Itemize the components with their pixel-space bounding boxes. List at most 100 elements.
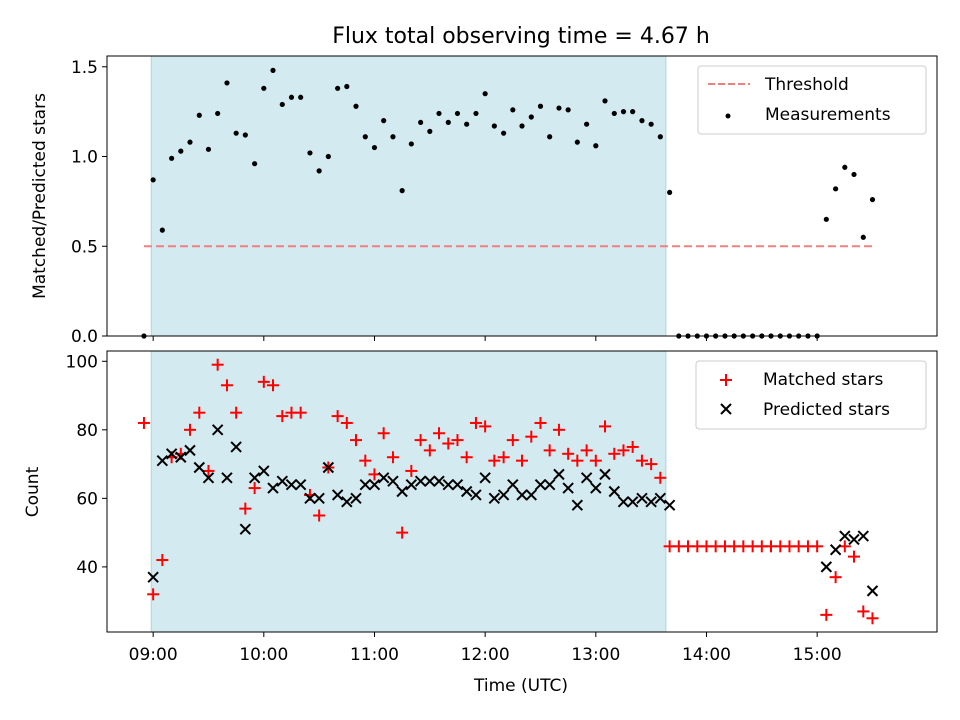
matched-star-point xyxy=(220,379,233,392)
predicted-star-point xyxy=(590,482,602,494)
matched-star-point xyxy=(202,464,215,477)
matched-star-point xyxy=(211,358,224,371)
measurement-point xyxy=(445,119,451,126)
measurement-point xyxy=(270,67,276,73)
x-tick-label: 13:00 xyxy=(571,645,620,665)
matched-star-point xyxy=(442,437,455,450)
matched-star-point xyxy=(313,509,326,522)
matched-star-point xyxy=(230,406,243,419)
predicted-star-point xyxy=(654,492,667,505)
matched-star-point xyxy=(350,434,362,447)
measurement-point xyxy=(307,150,313,156)
legend-matched-swatch xyxy=(720,374,732,386)
matched-star-point xyxy=(368,468,381,481)
predicted-star-point xyxy=(516,489,528,501)
measurement-point xyxy=(556,105,562,111)
measurement-point xyxy=(639,118,645,124)
matched-star-point xyxy=(460,451,473,464)
measurement-point xyxy=(353,103,359,109)
matched-star-point xyxy=(340,416,353,429)
predicted-star-point xyxy=(543,478,556,491)
matched-star-point xyxy=(562,447,575,460)
predicted-star-point xyxy=(147,571,159,583)
measurement-point xyxy=(593,143,599,149)
matched-star-point xyxy=(497,451,510,464)
measurement-point xyxy=(261,85,267,91)
measurement-point xyxy=(242,132,248,138)
measurement-point xyxy=(159,227,165,233)
x-tick-label: 15:00 xyxy=(793,645,842,665)
predicted-star-point xyxy=(497,489,510,501)
predicted-star-point xyxy=(857,530,870,542)
measurement-point xyxy=(528,114,534,120)
measurement-point xyxy=(611,110,617,117)
measurement-point xyxy=(833,186,839,192)
measurement-point xyxy=(390,134,396,140)
measurement-point xyxy=(150,177,156,183)
predicted-star-point xyxy=(304,492,316,505)
measurement-point xyxy=(860,234,866,240)
matched-star-point xyxy=(820,608,833,621)
measurement-point xyxy=(842,164,848,170)
predicted-star-point xyxy=(350,492,362,505)
matched-star-point xyxy=(848,550,860,563)
predicted-star-point xyxy=(267,482,279,494)
matched-star-point xyxy=(635,454,648,467)
matched-star-point xyxy=(617,444,630,457)
measurement-point xyxy=(427,128,433,134)
predicted-star-point xyxy=(534,478,547,491)
measurement-point xyxy=(565,107,571,113)
bottom-y-ticks: 40 60 80 100 xyxy=(66,352,107,578)
predicted-star-point xyxy=(184,444,196,457)
measurement-point xyxy=(501,130,507,136)
predicted-star-point xyxy=(211,424,224,436)
bottom-observing-span xyxy=(150,351,667,632)
x-tick-label: 12:00 xyxy=(461,645,510,665)
measurement-point xyxy=(482,91,488,97)
matched-star-point xyxy=(589,454,602,467)
top-legend: Threshold Measurements xyxy=(697,65,927,135)
predicted-star-point xyxy=(258,465,270,477)
predicted-star-point xyxy=(193,461,206,474)
matched-star-point xyxy=(267,379,279,392)
matched-star-point xyxy=(331,410,344,423)
matched-star-point xyxy=(248,482,261,495)
bottom-legend-box xyxy=(695,360,927,430)
predicted-star-point xyxy=(341,496,353,508)
predicted-star-point xyxy=(165,448,178,460)
predicted-star-point xyxy=(202,472,215,484)
measurement-point xyxy=(279,101,285,108)
predicted-star-point xyxy=(387,475,399,487)
predicted-star-point xyxy=(442,478,455,491)
measurement-point xyxy=(574,139,580,145)
matched-star-point xyxy=(571,454,584,467)
matched-star-point xyxy=(488,454,501,467)
matched-star-point xyxy=(608,447,621,460)
matched-star-point xyxy=(414,434,427,447)
predicted-star-point xyxy=(470,489,482,501)
top-panel: Flux total observing time = 4.67 h Match… xyxy=(30,24,938,347)
x-axis-label: Time (UTC) xyxy=(473,676,568,696)
measurement-point xyxy=(178,148,184,154)
predicted-star-point xyxy=(248,472,261,484)
matched-star-point xyxy=(866,612,879,625)
measurement-point xyxy=(519,123,525,129)
matched-star-point xyxy=(377,427,390,440)
chart-title: Flux total observing time = 4.67 h xyxy=(332,24,710,49)
legend-predicted-swatch xyxy=(720,403,732,415)
top-axes-frame xyxy=(106,55,938,337)
y-tick-label: 80 xyxy=(76,421,98,441)
legend-measurements-swatch xyxy=(725,113,731,119)
measurement-point xyxy=(510,107,516,113)
matched-star-point xyxy=(599,420,611,433)
matched-star-point xyxy=(479,420,492,433)
predicted-star-point xyxy=(553,468,565,481)
measurement-point xyxy=(344,83,350,90)
y-tick-label: 100 xyxy=(66,352,98,372)
predicted-star-point xyxy=(230,441,242,453)
predicted-star-point xyxy=(829,544,842,556)
predicted-star-point xyxy=(396,485,408,498)
measurement-point xyxy=(224,80,230,86)
matched-star-point xyxy=(534,416,547,429)
predicted-star-point xyxy=(866,585,879,597)
